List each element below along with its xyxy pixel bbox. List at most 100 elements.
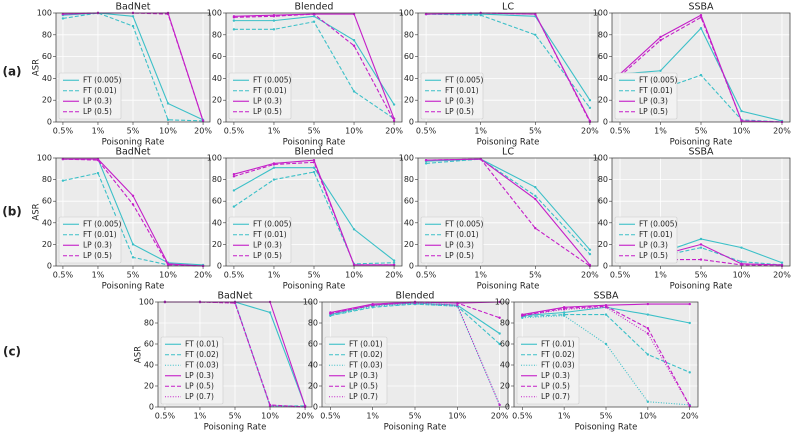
x-tick-label: 20% — [491, 412, 509, 421]
x-tick-label: 20% — [581, 127, 599, 136]
y-tick-label: 0 — [149, 403, 154, 412]
legend-label: LP (0.5) — [185, 381, 214, 390]
y-tick-label: 60 — [42, 52, 52, 61]
x-tick-label: 20% — [773, 271, 791, 280]
point — [659, 39, 662, 42]
point — [498, 342, 501, 346]
chart-title: LC — [502, 147, 514, 158]
legend-box — [516, 336, 580, 405]
x-tick-label: 5% — [229, 412, 242, 421]
x-tick-label: 5% — [695, 127, 708, 136]
legend-label: FT (0.01) — [83, 86, 117, 95]
point — [392, 103, 396, 106]
legend-label: LP (0.3) — [349, 371, 378, 380]
point — [272, 163, 276, 166]
point — [166, 263, 170, 267]
legend-label: FT (0.005) — [639, 219, 678, 228]
point — [392, 259, 396, 262]
legend-box — [228, 216, 292, 264]
point — [166, 12, 170, 16]
point — [604, 313, 608, 316]
point — [456, 303, 459, 307]
point — [699, 13, 703, 17]
y-tick-label: 0 — [47, 262, 52, 271]
point — [61, 179, 65, 182]
point — [232, 175, 236, 178]
y-tick-label: 20 — [598, 96, 608, 105]
y-tick-label: 100 — [37, 9, 52, 18]
legend-label: LP (0.7) — [541, 392, 570, 401]
chart-title: SSBA — [688, 147, 714, 158]
x-tick-label: 20% — [194, 271, 212, 280]
legend-label: LP (0.5) — [445, 107, 474, 116]
legend-label: FT (0.005) — [253, 75, 292, 84]
y-tick-label: 80 — [404, 175, 414, 184]
x-tick-label: 5% — [409, 412, 422, 421]
point — [740, 109, 743, 113]
x-tick-label: 1% — [194, 412, 207, 421]
point — [562, 311, 566, 314]
y-tick-label: 80 — [598, 175, 608, 184]
point — [699, 246, 703, 249]
point — [699, 237, 703, 241]
legend-box — [420, 72, 484, 120]
series-line — [426, 158, 591, 267]
point — [232, 189, 236, 192]
y-axis-label: ASR — [134, 346, 144, 363]
x-tick-label: 10% — [261, 412, 279, 421]
legend-label: FT (0.03) — [185, 360, 219, 369]
x-tick-label: 1% — [366, 412, 379, 421]
point — [534, 12, 537, 16]
x-tick-label: 20% — [385, 271, 403, 280]
legend-label: LP (0.3) — [445, 96, 474, 105]
y-tick-label: 60 — [598, 52, 608, 61]
point — [272, 178, 276, 181]
legend-label: FT (0.03) — [541, 360, 575, 369]
x-tick-label: 0.5% — [610, 271, 631, 280]
point — [646, 327, 650, 330]
y-tick-label: 80 — [308, 319, 318, 328]
x-tick-label: 20% — [681, 412, 699, 421]
x-tick-label: 5% — [600, 412, 613, 421]
chart-title: Blended — [295, 2, 334, 13]
y-tick-label: 100 — [303, 298, 318, 307]
legend-label: LP (0.7) — [349, 392, 378, 401]
y-tick-label: 100 — [139, 298, 154, 307]
plot-frame — [321, 301, 509, 408]
y-tick-label: 80 — [212, 30, 222, 39]
plot-frame — [611, 157, 791, 267]
y-tick-label: 60 — [212, 197, 222, 206]
point — [329, 314, 332, 317]
legend-label: LP (0.5) — [349, 381, 378, 390]
chart-title: SSBA — [688, 2, 714, 13]
y-tick-label: 80 — [212, 175, 222, 184]
point — [646, 353, 650, 356]
series-line — [164, 301, 306, 408]
x-tick-label: 10% — [159, 271, 177, 280]
y-tick-label: 100 — [399, 154, 414, 163]
point — [312, 166, 316, 169]
point — [688, 321, 691, 325]
point — [131, 15, 135, 18]
point — [699, 258, 703, 261]
point — [498, 316, 501, 319]
legend-label: LP (0.5) — [541, 381, 570, 390]
x-tick-label: 10% — [159, 127, 177, 136]
y-tick-label: 40 — [212, 218, 222, 227]
point — [740, 263, 743, 267]
point — [740, 119, 743, 123]
point — [131, 243, 135, 246]
x-axis-label: Poisoning Rate — [204, 423, 267, 433]
point — [312, 161, 316, 164]
point — [232, 173, 236, 176]
x-axis-label: Poisoning Rate — [384, 423, 447, 433]
point — [646, 313, 650, 316]
plot-frame — [225, 157, 403, 267]
y-tick-label: 40 — [144, 361, 154, 370]
legend-label: FT (0.02) — [541, 350, 575, 359]
x-tick-label: 0.5% — [610, 127, 631, 136]
y-tick-label: 80 — [500, 319, 510, 328]
x-axis-label: Poisoning Rate — [477, 138, 540, 148]
point — [272, 28, 276, 31]
legend-label: LP (0.3) — [185, 371, 214, 380]
